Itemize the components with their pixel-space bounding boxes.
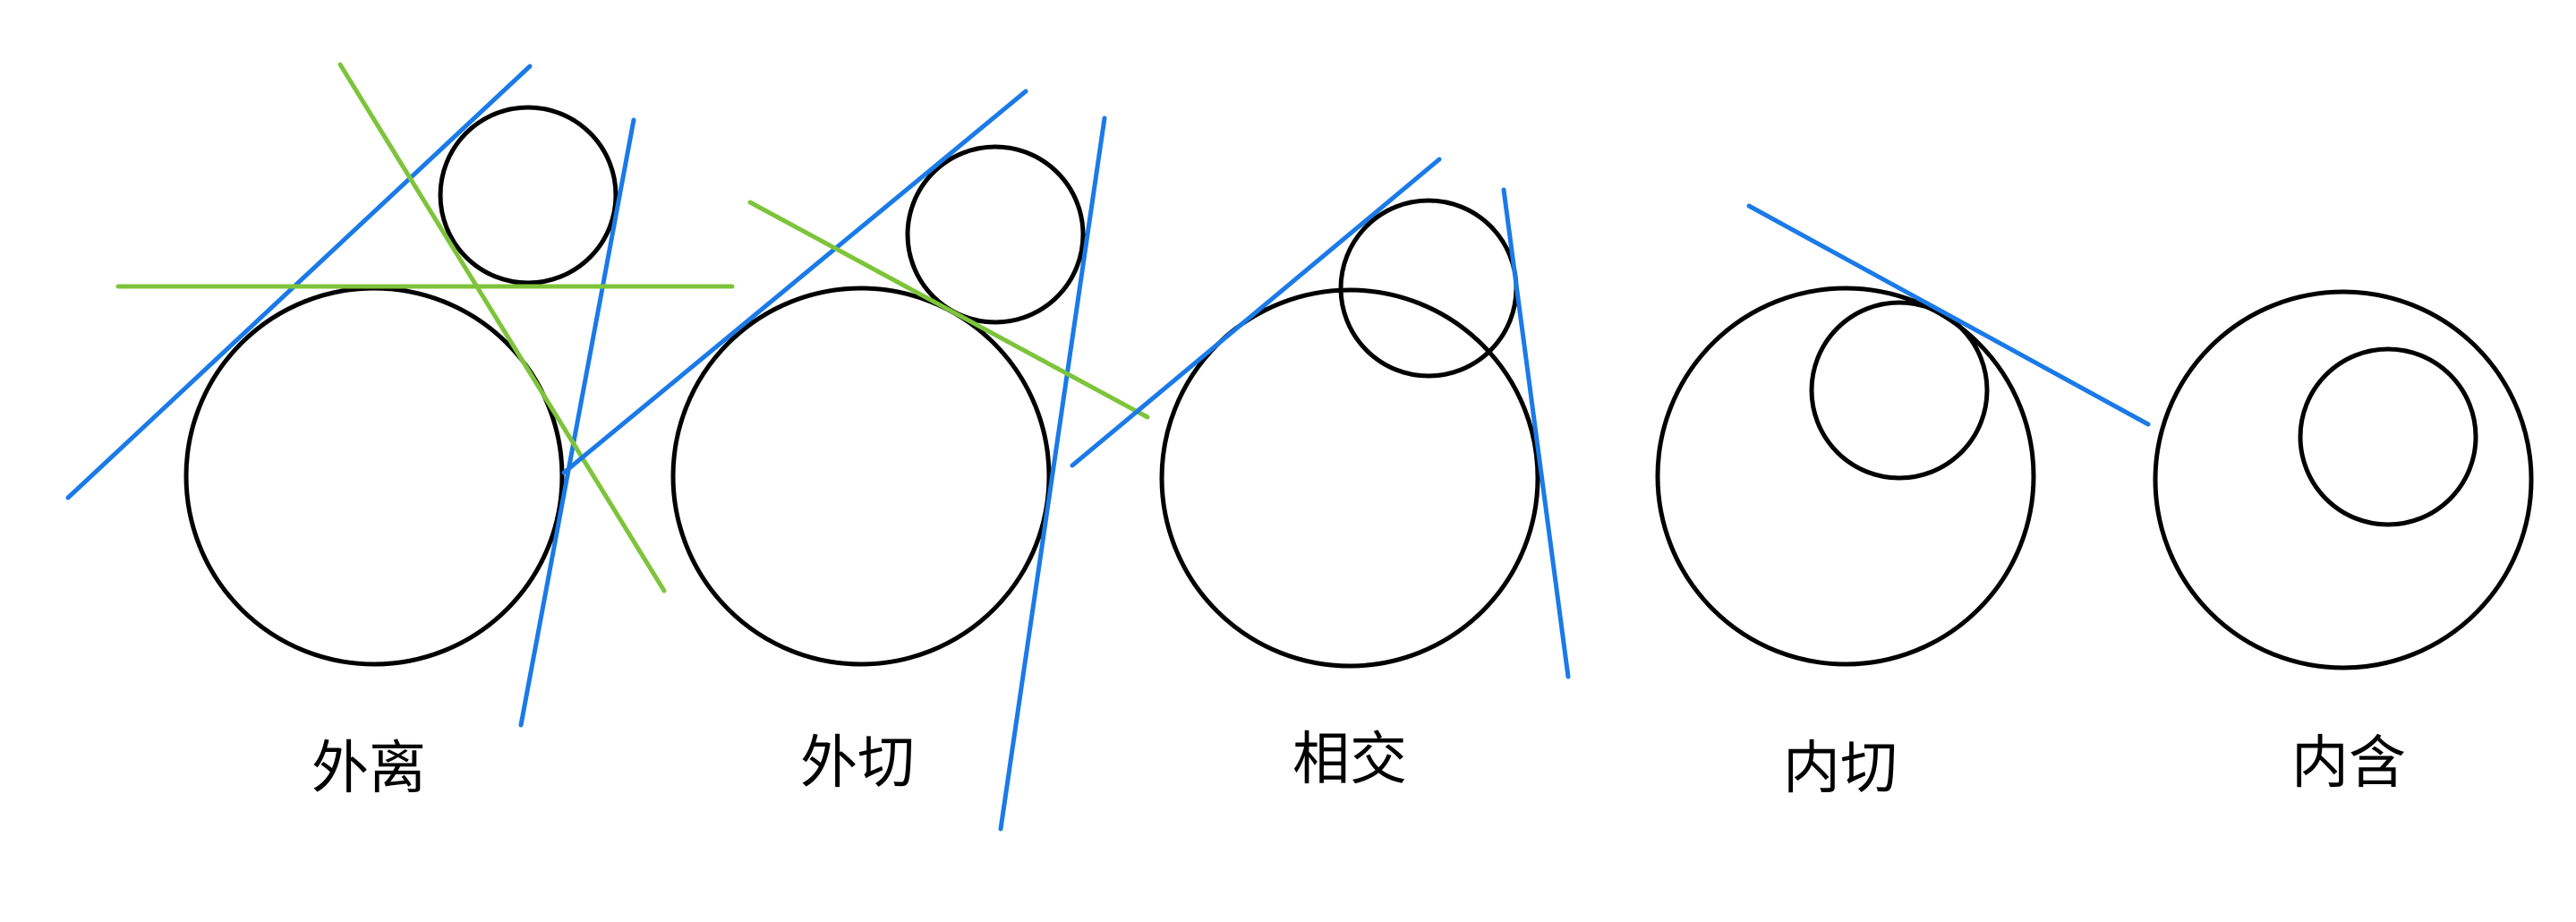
large-circle — [183, 286, 565, 667]
external-tangent-line — [1746, 203, 2151, 427]
large-circle — [1159, 287, 1540, 669]
panel-label: 外切 — [800, 730, 915, 797]
panel-contained: 内含 — [2153, 289, 2534, 797]
panel-intersecting: 相交 — [1070, 157, 1571, 793]
large-circle — [670, 286, 1052, 667]
external-tangent-line — [65, 64, 533, 500]
small-circle — [1338, 198, 1519, 379]
small-circle — [2298, 346, 2478, 527]
large-circle — [1655, 286, 2036, 667]
external-tangent-line — [518, 117, 636, 728]
external-tangent-line — [1070, 157, 1442, 468]
external-tangent-line — [561, 89, 1028, 475]
panel-outer-tangent: 外切 — [561, 89, 1150, 832]
panel-label: 内切 — [1783, 736, 1898, 802]
panel-inner-tangent: 内切 — [1655, 203, 2151, 802]
external-tangent-line — [998, 115, 1107, 832]
panel-outer-separate: 外离 — [65, 62, 735, 802]
small-circle — [438, 105, 618, 286]
panel-label: 相交 — [1292, 727, 1407, 793]
panel-label: 外离 — [311, 736, 426, 802]
internal-tangent-line — [747, 200, 1150, 420]
external-tangent-line — [1501, 187, 1571, 679]
large-circle — [2153, 289, 2534, 670]
panel-label: 内含 — [2291, 730, 2406, 797]
small-circle — [905, 144, 1086, 325]
small-circle — [1809, 300, 1990, 481]
internal-tangent-line — [337, 62, 667, 593]
